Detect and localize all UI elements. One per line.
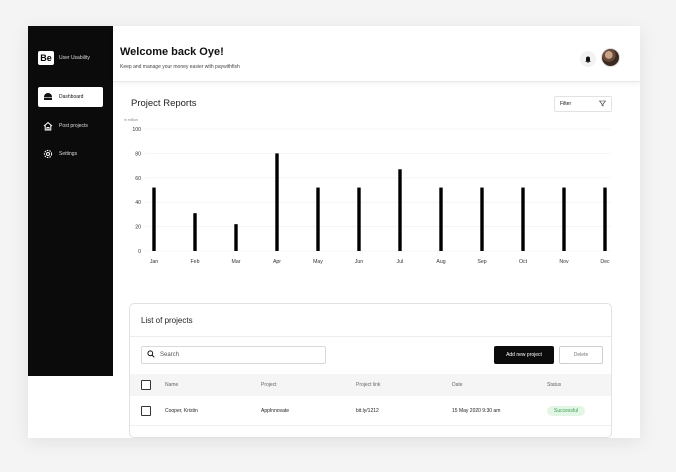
- y-tick-label: 80: [135, 151, 141, 157]
- sidebar-item-label: Post projects: [59, 123, 88, 129]
- page-subtitle: Keep and manage your money easier with p…: [120, 64, 240, 70]
- table-header: Name Project Project link Date Status: [130, 374, 611, 396]
- sidebar-item-settings[interactable]: Settings: [38, 144, 103, 164]
- y-tick-label: 0: [138, 249, 141, 255]
- sidebar-item-label: Dashboard: [59, 94, 84, 100]
- select-all-checkbox[interactable]: [141, 380, 151, 390]
- bar-mar: [234, 224, 238, 251]
- sidebar-item-post-projects[interactable]: Post projects: [38, 116, 103, 136]
- x-tick-label: Nov: [559, 259, 569, 265]
- bar-feb: [193, 213, 197, 251]
- row-checkbox[interactable]: [141, 405, 151, 416]
- table-row[interactable]: Cooper, Kristin AppInnovate bit.ly/1212 …: [130, 396, 611, 426]
- bar-apr: [275, 153, 279, 251]
- bar-jul: [398, 169, 402, 251]
- row-project: AppInnovate: [261, 407, 290, 414]
- y-tick-label: 60: [135, 176, 141, 182]
- column-header-date: Date: [452, 382, 463, 388]
- x-tick-label: Feb: [191, 259, 200, 265]
- sidebar-item-dashboard[interactable]: Dashboard: [38, 87, 103, 107]
- x-tick-label: May: [313, 259, 323, 265]
- filter-label: Filter: [560, 101, 572, 107]
- row-name: Cooper, Kristin: [165, 407, 198, 414]
- bar-aug: [439, 187, 443, 251]
- bar-oct: [521, 187, 525, 251]
- x-tick-label: Jul: [397, 259, 404, 265]
- brand-name: User Usability: [59, 55, 90, 61]
- avatar[interactable]: [601, 48, 620, 67]
- x-tick-label: Jan: [150, 259, 158, 265]
- bar-may: [316, 187, 320, 251]
- y-axis-unit: in million: [124, 118, 138, 122]
- bar-jun: [357, 187, 361, 251]
- bar-nov: [562, 187, 566, 251]
- status-badge: Successful: [547, 405, 586, 416]
- brand-logo: Be: [38, 51, 54, 65]
- notification-button[interactable]: [580, 51, 596, 67]
- home-icon: [43, 121, 53, 131]
- bar-sep: [480, 187, 484, 251]
- column-header-project-link: Project link: [356, 382, 381, 388]
- search-input[interactable]: Search: [160, 352, 180, 358]
- sidebar-item-label: Settings: [59, 151, 78, 157]
- column-header-name: Name: [165, 382, 179, 388]
- x-tick-label: Apr: [273, 259, 281, 265]
- x-tick-label: Mar: [232, 259, 241, 265]
- x-tick-label: Sep: [477, 259, 486, 265]
- bar-chart: in million 100 80 60 40 20 0 Jan Feb Mar Apr May Jun…: [124, 118, 611, 265]
- y-tick-label: 100: [132, 127, 141, 133]
- dashboard-icon: [43, 92, 53, 102]
- bar-dec: [603, 187, 607, 251]
- add-new-project-button[interactable]: Add new project: [494, 346, 554, 364]
- x-tick-label: Oct: [519, 259, 528, 265]
- sidebar: Be User Usability Dashboard Post project…: [28, 26, 113, 376]
- filter-dropdown[interactable]: Filter: [554, 96, 612, 112]
- projects-card: List of projects Search Add new project …: [129, 303, 612, 438]
- divider: [130, 336, 611, 337]
- project-reports-card: Project Reports Filter in million 100 80 60…: [121, 91, 624, 291]
- brand: Be User Usability: [38, 51, 90, 65]
- y-tick-label: 20: [135, 225, 141, 231]
- bell-icon: [584, 50, 592, 68]
- app-window: Be User Usability Dashboard Post project…: [28, 26, 640, 438]
- bar-jan: [152, 187, 156, 251]
- filter-icon: [598, 100, 607, 109]
- x-tick-label: Jun: [355, 259, 363, 265]
- reports-title: Project Reports: [131, 98, 197, 109]
- column-header-project: Project: [261, 382, 277, 388]
- projects-title: List of projects: [141, 316, 193, 325]
- top-header: Welcome back Oye! Keep and manage your m…: [113, 26, 640, 82]
- y-tick-label: 40: [135, 200, 141, 206]
- gear-icon: [43, 149, 53, 159]
- column-header-status: Status: [547, 382, 562, 388]
- delete-button[interactable]: Delete: [559, 346, 603, 364]
- x-tick-label: Aug: [436, 259, 445, 265]
- row-date: 15 May 2020 9:30 am: [452, 407, 501, 414]
- search-box[interactable]: Search: [141, 346, 326, 364]
- search-icon: [147, 350, 155, 360]
- page-title: Welcome back Oye!: [120, 46, 224, 58]
- x-tick-label: Dec: [600, 259, 610, 265]
- row-project-link[interactable]: bit.ly/1212: [356, 407, 379, 414]
